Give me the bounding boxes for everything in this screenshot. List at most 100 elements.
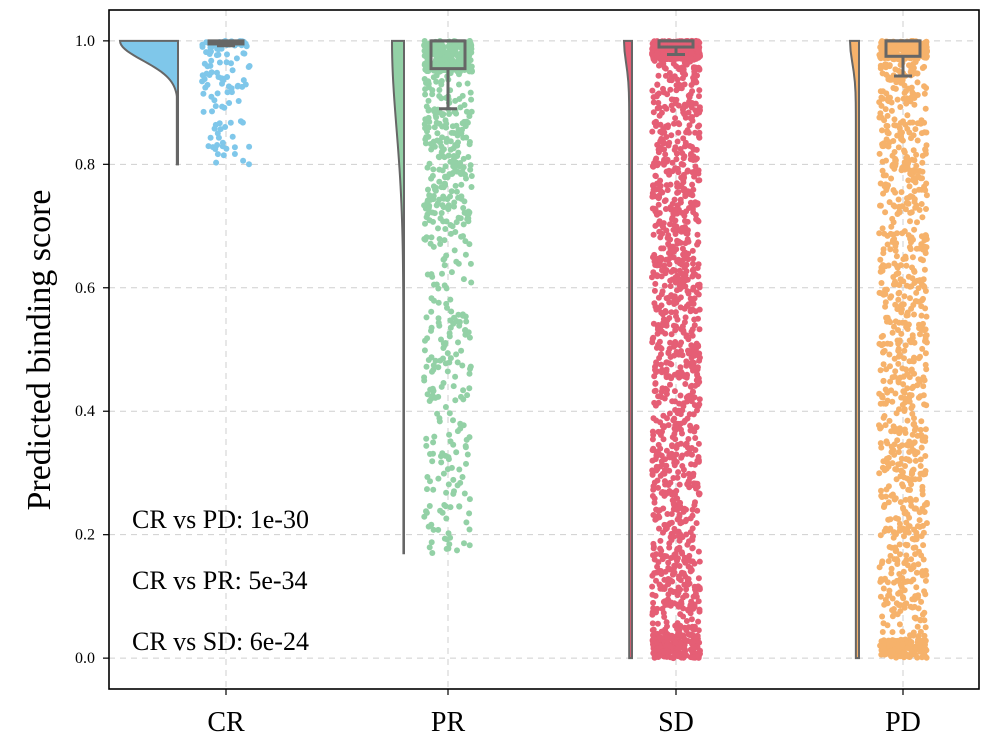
data-point [668,309,675,316]
data-point [677,146,684,152]
data-point [675,120,682,127]
data-point [908,405,915,412]
data-point [456,466,463,473]
data-point [922,624,929,631]
data-point [690,209,697,216]
data-point [909,431,916,438]
data-point [434,410,441,417]
data-point [904,112,911,119]
data-point [687,515,694,522]
data-point [901,347,908,354]
data-point [895,602,902,608]
data-point [667,566,674,573]
data-point [668,599,675,606]
data-point [424,391,431,398]
data-point [439,509,446,516]
data-point [890,187,897,194]
data-point [907,495,914,502]
data-point [922,338,928,345]
data-point [683,358,690,365]
data-point [888,443,895,450]
data-point [650,486,657,493]
data-point [457,169,464,176]
data-point [674,516,681,523]
data-point [428,308,435,315]
data-point [685,336,692,343]
data-point [467,365,473,372]
data-point [669,442,675,449]
data-point [678,161,685,168]
data-point [895,449,902,455]
data-point [664,187,671,194]
box-layer [207,39,922,111]
data-point [443,60,450,67]
data-point [891,355,898,362]
data-point [455,311,462,318]
data-point [438,210,445,216]
data-point [690,645,697,652]
data-point [688,49,695,56]
data-point [895,516,902,522]
data-point [428,234,435,241]
data-point [885,182,891,189]
data-point [667,381,673,388]
data-point [206,72,213,78]
data-point [692,129,699,136]
data-point [923,206,929,212]
data-point [879,167,886,174]
data-point [880,637,887,644]
data-point [917,643,923,650]
violin-sd [622,39,633,660]
data-point [682,559,689,566]
data-point [879,613,886,620]
data-point [894,306,901,313]
data-point [200,90,207,97]
data-point [877,88,884,95]
data-point [689,143,695,150]
data-point [892,85,899,92]
data-point [914,219,920,226]
data-point [682,193,689,200]
data-point [660,505,667,512]
data-point [680,419,687,426]
data-point [650,543,657,550]
data-point [686,411,693,418]
data-point [880,190,887,197]
data-point [436,322,443,329]
data-point [892,247,899,254]
data-point [882,303,889,310]
data-point [690,473,697,479]
data-point [918,117,925,124]
data-point [234,83,241,90]
data-point [923,499,930,506]
data-point [884,340,891,347]
data-point [445,481,452,488]
data-point [448,269,455,276]
data-point [657,445,664,452]
data-point [430,526,437,533]
data-point [680,105,687,112]
data-point [423,66,430,73]
data-point [204,81,211,88]
data-point [209,144,216,151]
data-point [686,205,692,211]
data-point [886,351,893,358]
data-point [233,55,240,62]
data-point [449,123,456,130]
data-point [896,406,902,413]
data-point [649,436,656,443]
data-point [672,277,679,284]
data-point [883,438,890,445]
data-point [435,299,442,306]
data-point [666,540,673,547]
data-point [663,619,670,626]
data-point [677,440,684,447]
data-point [923,233,930,239]
data-point [219,139,226,146]
data-point [898,330,905,337]
data-point [879,560,885,567]
data-point [915,355,922,362]
data-point [903,552,910,559]
data-point [923,244,930,251]
data-point [920,295,926,302]
